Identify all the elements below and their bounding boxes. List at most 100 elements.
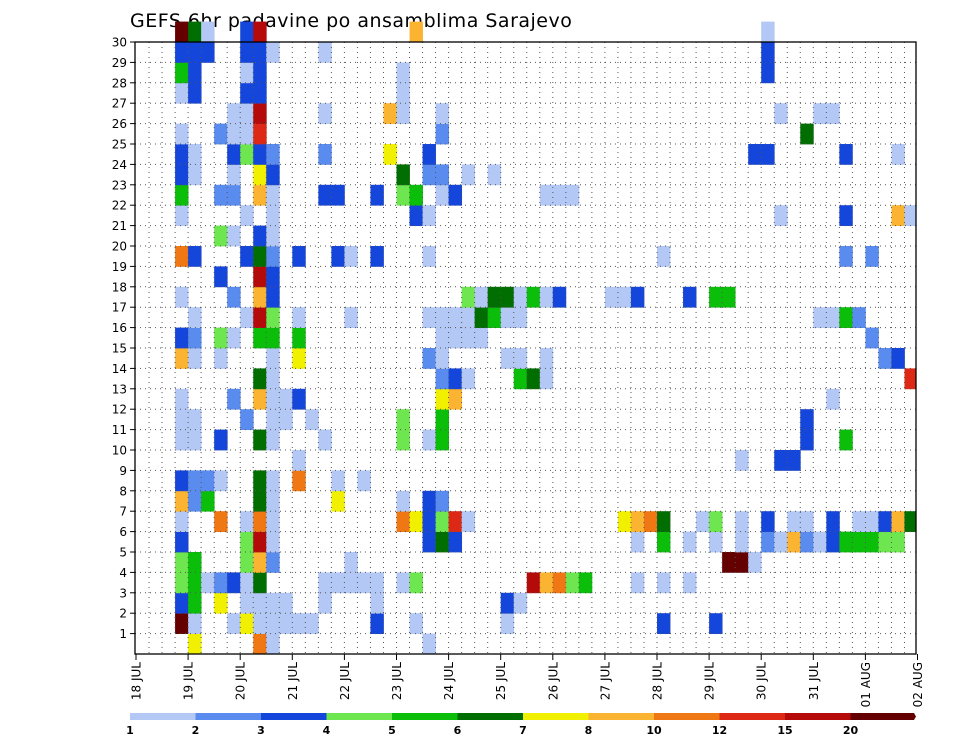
heatmap-cell: [630, 531, 645, 553]
heatmap-cell: [435, 348, 449, 369]
heatmap-cell: [526, 368, 541, 390]
heatmap-cell: [435, 490, 449, 512]
y-tick-label: 23: [112, 178, 127, 192]
colorbar-swatch: [850, 713, 916, 720]
heatmap-cell: [370, 184, 384, 206]
heatmap-cell: [513, 307, 528, 328]
heatmap-cell: [227, 613, 241, 634]
heatmap-cell: [253, 246, 267, 267]
heatmap-cell: [253, 144, 267, 165]
colorbar-swatch: [392, 713, 458, 720]
heatmap-cell: [253, 552, 267, 573]
heatmap-cell: [422, 633, 436, 655]
heatmap-cell: [318, 184, 332, 206]
y-axis: 1234567891011121314151617181920212223242…: [112, 36, 135, 641]
heatmap-cell: [175, 572, 189, 594]
heatmap-cell: [448, 531, 463, 553]
heatmap-cell: [175, 144, 189, 165]
heatmap-cell: [709, 613, 723, 634]
heatmap-cell: [422, 164, 436, 186]
heatmap-cell: [188, 327, 202, 349]
heatmap-cell: [383, 103, 397, 124]
heatmap-cell: [435, 388, 449, 410]
heatmap-cell: [253, 42, 267, 63]
heatmap-cell: [565, 572, 580, 594]
heatmap-cell: [683, 531, 697, 553]
heatmap-cell: [800, 429, 814, 451]
heatmap-cell: [461, 327, 476, 349]
heatmap-cell: [500, 348, 515, 369]
heatmap-cell: [240, 409, 254, 430]
heatmap-cell: [214, 327, 228, 349]
heatmap-cell: [188, 470, 202, 492]
heatmap-cell: [253, 388, 267, 410]
heatmap-cell: [487, 307, 502, 328]
heatmap-cell: [253, 184, 267, 206]
heatmap-cell: [891, 205, 905, 226]
heatmap-cell: [227, 225, 241, 247]
x-tick-label: 31 JUL: [807, 662, 821, 700]
heatmap-cell: [305, 409, 319, 430]
heatmap-cell: [435, 409, 449, 430]
y-tick-label: 18: [112, 280, 127, 294]
colorbar-tick-label: 6: [454, 724, 462, 737]
heatmap-cell: [253, 490, 267, 512]
heatmap-cell: [227, 388, 241, 410]
heatmap-cell: [240, 613, 254, 634]
heatmap-cell: [240, 21, 254, 43]
heatmap-cell: [761, 511, 775, 532]
heatmap-cell: [188, 82, 202, 104]
heatmap-cell: [253, 592, 267, 614]
heatmap-cell: [396, 164, 410, 186]
y-tick-label: 8: [119, 484, 127, 498]
heatmap-cell: [826, 103, 840, 124]
heatmap-cell: [539, 286, 554, 308]
heatmap-cell: [813, 103, 827, 124]
x-tick-label: 23 JUL: [390, 662, 404, 700]
heatmap-cell: [839, 307, 853, 328]
x-tick-label: 29 JUL: [703, 662, 717, 700]
heatmap-cell: [266, 307, 280, 328]
heatmap-cell: [266, 144, 280, 165]
heatmap-cell: [448, 388, 463, 410]
heatmap-cell: [839, 246, 853, 267]
heatmap-cell: [201, 42, 215, 63]
heatmap-cell: [214, 470, 228, 492]
heatmap-cell: [214, 184, 228, 206]
heatmap-cell: [240, 205, 254, 226]
heatmap-cell: [904, 368, 917, 390]
heatmap-cell: [865, 531, 879, 553]
colorbar-tick-label: 15: [777, 724, 792, 737]
heatmap-cell: [748, 552, 762, 573]
grid-lines: [135, 42, 916, 654]
heatmap-cell: [240, 42, 254, 63]
colorbar-tick-label: 20: [843, 724, 859, 737]
heatmap-cell: [357, 470, 371, 492]
heatmap-cell: [474, 307, 489, 328]
heatmap-cell: [396, 511, 410, 532]
y-tick-label: 6: [119, 525, 127, 539]
colorbar: 1 2 3 4 5 6 7 8 10 12 15 20: [126, 713, 916, 737]
colorbar-swatch: [130, 713, 196, 720]
heatmap-cell: [214, 266, 228, 288]
heatmap-cell: [266, 286, 280, 308]
x-tick-label: 22 JUL: [338, 662, 352, 700]
x-tick-label: 26 JUL: [546, 662, 560, 700]
colorbar-swatch: [261, 713, 327, 720]
heatmap-cell: [891, 531, 905, 553]
heatmap-cell: [487, 164, 502, 186]
heatmap-cell: [396, 409, 410, 430]
heatmap-cell: [435, 123, 449, 145]
heatmap-cell: [292, 246, 306, 267]
colorbar-swatch: [195, 713, 262, 720]
colorbar-tick-label: 4: [323, 724, 331, 737]
y-tick-label: 29: [112, 56, 127, 70]
heatmap-cell: [552, 572, 567, 594]
heatmap-cell: [175, 348, 189, 369]
heatmap-cell: [500, 613, 515, 634]
heatmap-cell: [344, 246, 358, 267]
heatmap-cell: [253, 613, 267, 634]
y-tick-label: 27: [112, 97, 127, 111]
heatmap-cell: [253, 123, 267, 145]
heatmap-cell: [683, 286, 697, 308]
